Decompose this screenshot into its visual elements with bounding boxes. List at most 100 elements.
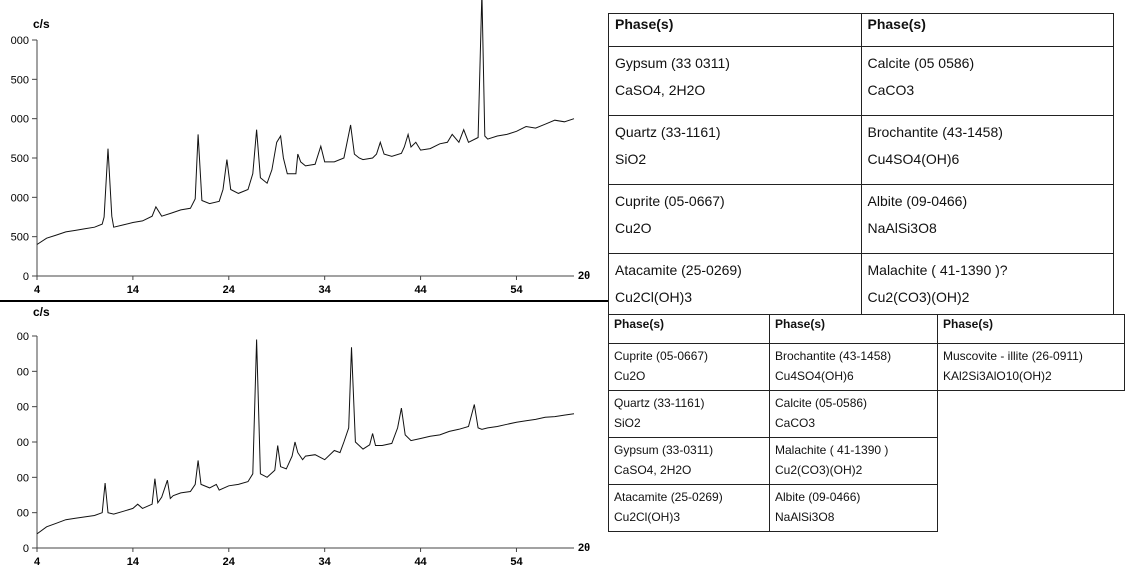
phase-formula: Cu2O — [615, 220, 652, 236]
table-cell: Malachite ( 41-1390 ) Cu2(CO3)(OH)2 — [769, 437, 938, 485]
phase-formula: CaCO3 — [775, 416, 816, 430]
table-cell: Atacamite (25-0269) Cu2Cl(OH)3 — [608, 253, 862, 323]
table-row: Cuprite (05-0667) Cu2O Brochantite (43-14… — [608, 343, 1125, 391]
table-cell: Quartz (33-1161) SiO2 — [608, 115, 862, 185]
table-cell: Calcite (05-0586) CaCO3 — [769, 390, 938, 438]
phase-formula: Cu2(CO3)(OH)2 — [775, 463, 863, 477]
phase-name: Albite (09-0466) — [867, 193, 968, 209]
table-cell: Gypsum (33-0311) CaSO4, 2H2O — [608, 437, 770, 485]
x-axis-label: 2θ — [578, 542, 590, 554]
phase-name: Calcite (05-0586) — [775, 396, 868, 410]
y-tick-label: 000 — [11, 35, 29, 47]
y-tick-label: 00 — [17, 366, 29, 378]
series-line — [36, 0, 575, 245]
table-row: Gypsum (33 0311) CaSO4, 2H2O Calcite (05 … — [608, 46, 1114, 116]
x-tick-label: 34 — [319, 284, 332, 296]
x-tick-label: 4 — [34, 284, 41, 296]
phase-formula: CaSO4, 2H2O — [615, 82, 706, 98]
table-cell: Quartz (33-1161) SiO2 — [608, 390, 770, 438]
phase-name: Calcite (05 0586) — [867, 55, 975, 71]
phase-name: Quartz (33-1161) — [615, 124, 721, 140]
phase-name: Atacamite (25-0269) — [614, 490, 723, 504]
phase-name: Cuprite (05-0667) — [615, 193, 725, 209]
phase-table-top: Phase(s) Phase(s) Gypsum (33 0311) CaSO4,… — [608, 13, 1114, 323]
table-row: Atacamite (25-0269) Cu2Cl(OH)3 Malachite … — [608, 253, 1114, 323]
y-tick-label: 0 — [23, 271, 29, 283]
phase-formula: SiO2 — [615, 151, 647, 167]
phase-name: Brochantite (43-1458) — [775, 349, 892, 363]
table-cell: Albite (09-0466) NaAlSi3O8 — [860, 184, 1114, 254]
table-header-row: Phase(s) Phase(s) — [608, 13, 1114, 47]
phase-name: Quartz (33-1161) — [614, 396, 705, 410]
phase-formula: Cu4SO4(OH)6 — [775, 369, 854, 383]
y-axis-label: c/s — [33, 17, 50, 31]
x-axis-label: 2θ — [578, 270, 590, 282]
y-tick-label: 00 — [17, 402, 29, 414]
series-line — [36, 339, 575, 535]
x-tick-label: 4 — [34, 556, 41, 568]
phase-formula: KAl2Si3AlO10(OH)2 — [943, 369, 1052, 383]
x-tick-label: 44 — [414, 556, 427, 568]
phase-name: Cuprite (05-0667) — [614, 349, 709, 363]
phase-name: Gypsum (33-0311) — [614, 443, 714, 457]
phase-name: Malachite ( 41-1390 ) — [775, 443, 889, 457]
y-tick-label: 500 — [11, 232, 29, 244]
y-axis-label: c/s — [33, 305, 50, 319]
chart-divider — [0, 300, 608, 302]
phase-name: Albite (09-0466) — [775, 490, 861, 504]
empty-cell — [938, 485, 1125, 532]
y-tick-label: 00 — [17, 472, 29, 484]
column-header: Phase(s) — [608, 13, 862, 47]
table-row: Quartz (33-1161) SiO2 Brochantite (43-145… — [608, 115, 1114, 185]
y-tick-label: 00 — [17, 331, 29, 343]
phase-table-bottom: Phase(s) Phase(s) Phase(s) Cuprite (05-0… — [608, 314, 1125, 532]
phase-formula: Cu2Cl(OH)3 — [614, 510, 681, 524]
empty-cell — [938, 391, 1125, 438]
y-tick-label: 000 — [11, 192, 29, 204]
x-tick-label: 24 — [223, 556, 236, 568]
phase-formula: Cu2(CO3)(OH)2 — [867, 289, 970, 305]
phase-formula: SiO2 — [614, 416, 641, 430]
x-tick-label: 14 — [127, 284, 140, 296]
column-header: Phase(s) — [937, 314, 1125, 344]
y-tick-label: 500 — [11, 74, 29, 86]
phase-formula: CaSO4, 2H2O — [614, 463, 692, 477]
table-cell: Cuprite (05-0667) Cu2O — [608, 343, 770, 391]
table-cell: Brochantite (43-1458) Cu4SO4(OH)6 — [860, 115, 1114, 185]
y-tick-label: 0 — [23, 543, 29, 555]
x-tick-label: 24 — [223, 284, 236, 296]
y-tick-label: 00 — [17, 508, 29, 520]
phase-formula: Cu4SO4(OH)6 — [867, 151, 960, 167]
phase-formula: Cu2O — [614, 369, 646, 383]
table-cell: Calcite (05 0586) CaCO3 — [860, 46, 1114, 116]
phase-formula: NaAlSi3O8 — [775, 510, 835, 524]
phase-name: Malachite ( 41-1390 )? — [867, 262, 1008, 278]
xrd-chart-top: c/s 0 500 000 500 000 500 000 4 14 24 34 44 54 2θ — [11, 0, 590, 296]
phase-name: Gypsum (33 0311) — [615, 55, 730, 71]
table-cell: Brochantite (43-1458) Cu4SO4(OH)6 — [769, 343, 938, 391]
y-tick-label: 500 — [11, 153, 29, 165]
table-cell: Atacamite (25-0269) Cu2Cl(OH)3 — [608, 484, 770, 532]
table-row: Gypsum (33-0311) CaSO4, 2H2O Malachite ( … — [608, 437, 1125, 485]
x-tick-label: 34 — [319, 556, 332, 568]
table-header-row: Phase(s) Phase(s) Phase(s) — [608, 314, 1125, 344]
x-tick-label: 54 — [510, 284, 523, 296]
phase-formula: Cu2Cl(OH)3 — [615, 289, 693, 305]
table-cell: Albite (09-0466) NaAlSi3O8 — [769, 484, 938, 532]
x-tick-label: 54 — [510, 556, 523, 568]
phase-formula: CaCO3 — [867, 82, 915, 98]
phase-formula: NaAlSi3O8 — [867, 220, 937, 236]
table-row: Atacamite (25-0269) Cu2Cl(OH)3 Albite (09… — [608, 484, 1125, 532]
empty-cell — [938, 438, 1125, 485]
y-tick-label: 00 — [17, 437, 29, 449]
column-header: Phase(s) — [860, 13, 1114, 47]
x-tick-label: 14 — [127, 556, 140, 568]
table-cell: Gypsum (33 0311) CaSO4, 2H2O — [608, 46, 862, 116]
column-header: Phase(s) — [769, 314, 938, 344]
table-row: Cuprite (05-0667) Cu2O Albite (09-0466) Na… — [608, 184, 1114, 254]
phase-name: Atacamite (25-0269) — [615, 262, 742, 278]
table-cell: Muscovite - illite (26-0911) KAl2Si3AlO10… — [937, 343, 1125, 391]
y-tick-label: 000 — [11, 114, 29, 126]
phase-name: Muscovite - illite (26-0911) — [943, 349, 1083, 363]
